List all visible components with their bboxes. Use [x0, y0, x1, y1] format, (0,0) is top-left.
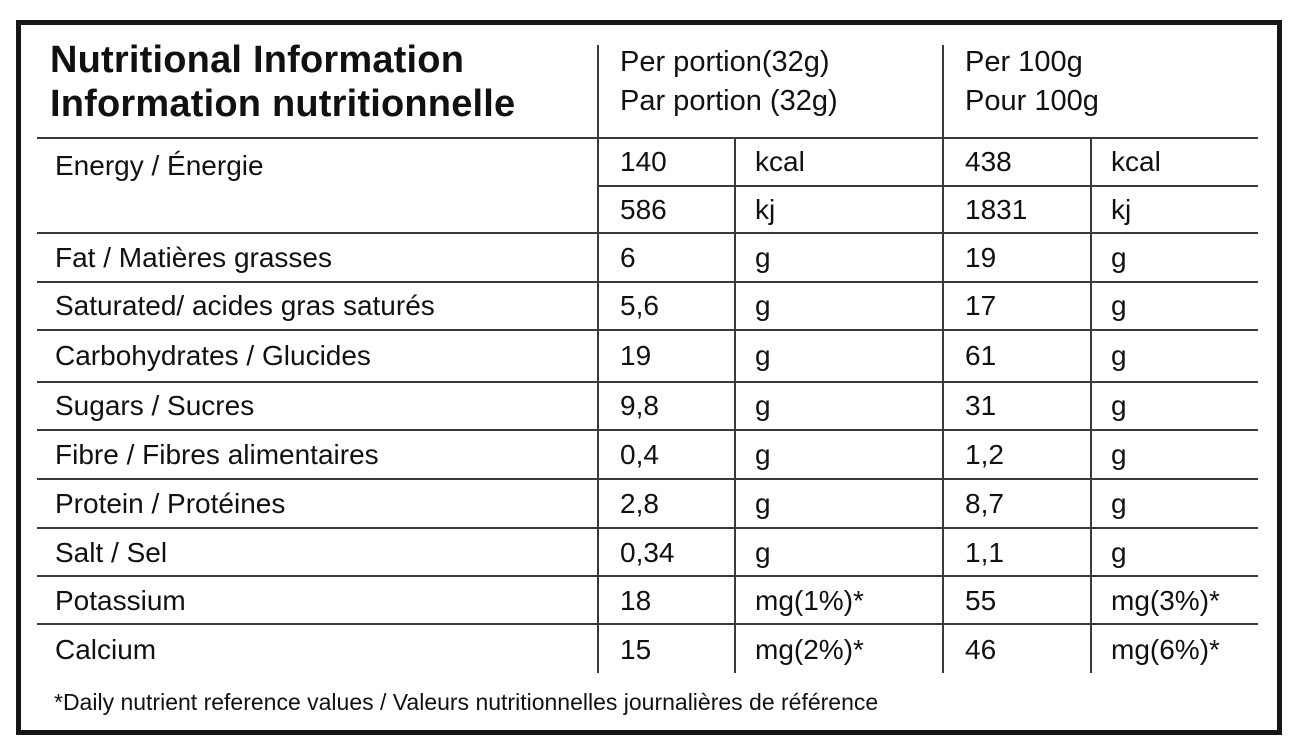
- carbohydrates-portion-value: 19: [620, 340, 652, 371]
- nutrition-table: Nutritional Information Information nutr…: [21, 25, 1277, 730]
- rule-row-divider: [37, 281, 1258, 283]
- table-title-line2: Information nutritionnelle: [50, 82, 516, 125]
- saturated-per100-unit: g: [1111, 290, 1127, 321]
- rule-col-label-portion: [597, 45, 599, 673]
- carbohydrates-per100-unit: g: [1111, 340, 1127, 371]
- row-label-calcium: Calcium: [55, 633, 157, 665]
- rule-row-divider: [37, 329, 1258, 331]
- saturated-portion-unit: g: [755, 290, 771, 321]
- protein-portion-value: 2,8: [620, 487, 659, 519]
- salt-portion-unit: g: [755, 536, 771, 568]
- saturated-per100-value: 17: [965, 290, 997, 321]
- calcium-per100-value: 46: [965, 633, 997, 665]
- row-label-energy: Energy / Énergie: [55, 150, 264, 181]
- column-header-per-100g-en: Per 100g: [965, 45, 1083, 78]
- row-label-protein: Protein / Protéines: [55, 487, 286, 519]
- rule-row-divider: [37, 381, 1258, 383]
- potassium-per100-value: 55: [965, 585, 997, 616]
- nutrition-table-frame: Nutritional Information Information nutr…: [16, 20, 1282, 735]
- salt-portion-value: 0,34: [620, 536, 675, 568]
- rule-row-divider: [37, 623, 1258, 625]
- potassium-portion-unit: mg(1%)*: [755, 585, 864, 616]
- carbohydrates-per100-value: 61: [965, 340, 997, 371]
- sugars-portion-value: 9,8: [620, 390, 659, 421]
- table-title-line1: Nutritional Information: [50, 38, 465, 81]
- energy-kcal-portion-value: 140: [620, 146, 667, 177]
- column-header-per-portion: Per portion(32g) Par portion (32g): [598, 25, 943, 138]
- energy-kj-portion-unit: kj: [755, 193, 776, 225]
- energy-kj-per100-unit: kj: [1111, 193, 1132, 225]
- rule-col-portion-100g: [942, 45, 944, 673]
- saturated-portion-value: 5,6: [620, 290, 659, 321]
- column-header-per-100g: Per 100g Pour 100g: [943, 25, 1277, 138]
- column-header-per-portion-fr: Par portion (32g): [620, 84, 838, 117]
- energy-kcal-portion-unit: kcal: [755, 146, 805, 177]
- calcium-portion-unit: mg(2%)*: [755, 633, 864, 665]
- row-label-carbohydrates: Carbohydrates / Glucides: [55, 340, 371, 371]
- fibre-portion-value: 0,4: [620, 438, 659, 470]
- rule-row-divider: [37, 478, 1258, 480]
- fat-per100-unit: g: [1111, 241, 1127, 273]
- rule-row-divider: [37, 575, 1258, 577]
- potassium-per100-unit: mg(3%)*: [1111, 585, 1220, 616]
- sugars-per100-value: 31: [965, 390, 997, 421]
- row-label-fibre: Fibre / Fibres alimentaires: [55, 438, 379, 470]
- fat-per100-value: 19: [965, 241, 997, 273]
- potassium-portion-value: 18: [620, 585, 652, 616]
- rule-col-portion-unit: [734, 137, 736, 673]
- rule-row-divider: [37, 429, 1258, 431]
- fibre-portion-unit: g: [755, 438, 771, 470]
- sugars-portion-unit: g: [755, 390, 771, 421]
- calcium-portion-value: 15: [620, 633, 652, 665]
- footnote: *Daily nutrient reference values / Valeu…: [54, 689, 879, 715]
- rule-energy-subrow: [598, 185, 1258, 187]
- fibre-per100-value: 1,2: [965, 438, 1004, 470]
- protein-portion-unit: g: [755, 487, 771, 519]
- salt-per100-unit: g: [1111, 536, 1127, 568]
- energy-kcal-per100-value: 438: [965, 146, 1012, 177]
- salt-per100-value: 1,1: [965, 536, 1004, 568]
- row-label-saturated: Saturated/ acides gras saturés: [55, 290, 435, 321]
- protein-per100-unit: g: [1111, 487, 1127, 519]
- rule-row-divider: [37, 527, 1258, 529]
- row-label-salt: Salt / Sel: [55, 536, 168, 568]
- energy-kj-portion-value: 586: [620, 193, 667, 225]
- rule-row-divider: [37, 232, 1258, 234]
- energy-kj-per100-value: 1831: [965, 193, 1028, 225]
- column-header-per-100g-fr: Pour 100g: [965, 84, 1099, 117]
- calcium-per100-unit: mg(6%)*: [1111, 633, 1220, 665]
- row-label-fat: Fat / Matières grasses: [55, 241, 332, 273]
- sugars-per100-unit: g: [1111, 390, 1127, 421]
- row-label-sugars: Sugars / Sucres: [55, 390, 255, 421]
- row-label-potassium: Potassium: [55, 585, 186, 616]
- energy-kcal-per100-unit: kcal: [1111, 146, 1161, 177]
- carbohydrates-portion-unit: g: [755, 340, 771, 371]
- fat-portion-value: 6: [620, 241, 636, 273]
- fat-portion-unit: g: [755, 241, 771, 273]
- column-header-per-portion-en: Per portion(32g): [620, 45, 830, 78]
- rule-header-bottom: [37, 137, 1258, 139]
- fibre-per100-unit: g: [1111, 438, 1127, 470]
- table-title: Nutritional Information Information nutr…: [21, 25, 598, 138]
- protein-per100-value: 8,7: [965, 487, 1004, 519]
- rule-col-100g-unit: [1090, 137, 1092, 673]
